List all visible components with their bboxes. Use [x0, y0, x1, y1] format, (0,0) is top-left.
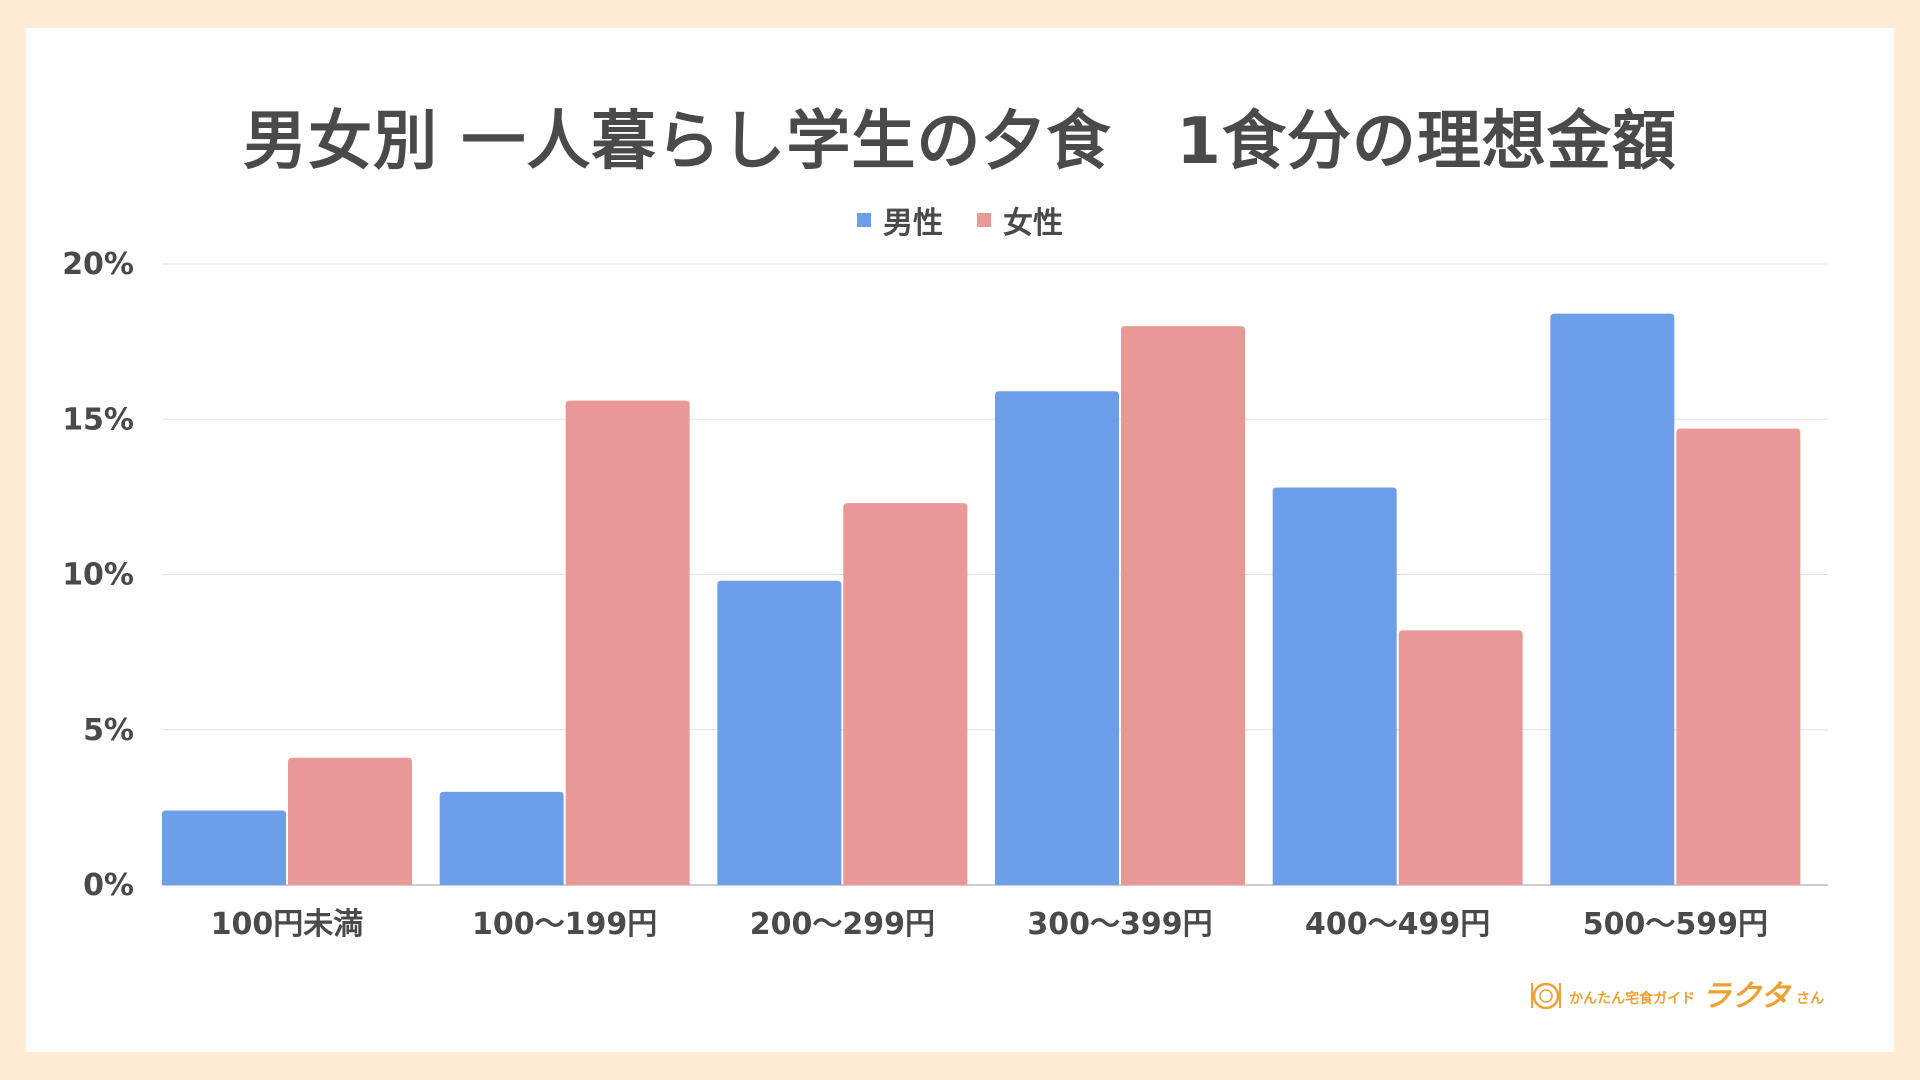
y-tick-label: 20%: [62, 247, 134, 282]
legend: 男性 女性: [26, 198, 1894, 242]
bar-male: [162, 810, 286, 885]
y-tick-label: 5%: [83, 713, 134, 748]
y-tick-label: 0%: [83, 868, 134, 903]
legend-label-male: 男性: [883, 206, 943, 241]
brand-logo: かんたん宅食ガイド ラクタ さん: [1529, 978, 1824, 1012]
logo-name: ラクタ: [1701, 979, 1790, 1014]
legend-label-female: 女性: [1003, 206, 1063, 241]
x-tick-label: 100〜199円: [472, 907, 657, 942]
logo-subtitle: かんたん宅食ガイド: [1569, 991, 1696, 1007]
x-tick-label: 400〜499円: [1305, 907, 1490, 942]
bar-female: [565, 400, 690, 885]
bar-male: [1550, 313, 1675, 885]
bar-chart: 0% 5% 10% 15% 20% 100円未満 100〜199円 200〜299円 300〜3…: [62, 247, 1828, 942]
bar-female: [1676, 428, 1801, 885]
x-tick-label: 100円未満: [211, 907, 364, 942]
bar-female: [843, 503, 968, 885]
bar-male: [439, 791, 564, 885]
x-tick-label: 300〜399円: [1027, 907, 1212, 942]
x-tick-label: 200〜299円: [750, 907, 935, 942]
bar-female: [1398, 630, 1523, 885]
chart-title: 男女別 一人暮らし学生の夕食 1食分の理想金額: [243, 105, 1677, 179]
dish-icon: [1531, 982, 1562, 1010]
legend-swatch-male: [857, 213, 871, 227]
x-tick-label: 500〜599円: [1583, 907, 1768, 942]
legend-swatch-female: [977, 213, 991, 227]
bar-male: [717, 580, 842, 885]
logo-suffix: さん: [1796, 991, 1824, 1007]
bar-female: [288, 757, 412, 885]
bar-male: [1272, 487, 1397, 885]
bar-male: [995, 391, 1119, 885]
chart-card: 男女別 一人暮らし学生の夕食 1食分の理想金額 男性 女性 0% 5% 10% 15%…: [26, 28, 1894, 1052]
legend-item-male: 男性: [857, 198, 943, 242]
legend-item-female: 女性: [977, 198, 1063, 242]
y-tick-label: 15%: [62, 402, 134, 437]
y-tick-label: 10%: [62, 558, 134, 593]
bar-female: [1121, 326, 1245, 886]
